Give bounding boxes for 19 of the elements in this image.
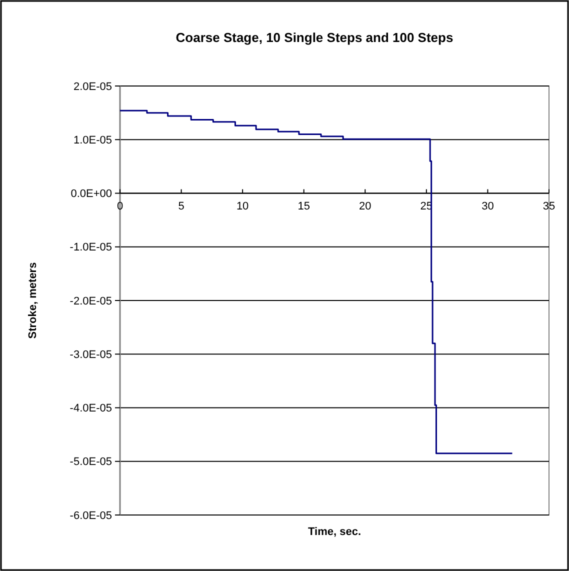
y-tick-label: -6.0E-05 (70, 510, 112, 522)
x-tick-label: 20 (359, 200, 372, 212)
y-tick-label: 1.0E-05 (73, 134, 112, 146)
y-tick-label: -3.0E-05 (70, 348, 112, 361)
x-tick-label: 35 (542, 200, 556, 212)
y-tick-label: -1.0E-05 (70, 242, 112, 254)
x-tick-label: 30 (482, 200, 494, 212)
x-tick-label: 10 (236, 200, 249, 212)
chart-title: Coarse Stage, 10 Single Steps and 100 Steps (176, 30, 454, 45)
y-tick-label: 2.0E-05 (73, 80, 112, 93)
y-tick-label: -4.0E-05 (70, 402, 112, 415)
x-axis-title: Time, sec. (308, 526, 361, 538)
x-tick-label: 5 (178, 200, 184, 212)
y-tick-label: 0.0E+00 (70, 188, 112, 200)
y-axis-title: Stroke, meters (27, 262, 39, 339)
x-tick-label: 0 (116, 200, 124, 212)
x-tick-label: 15 (298, 200, 310, 212)
y-tick-label: -5.0E-05 (70, 456, 112, 468)
y-tick-label: -2.0E-05 (70, 295, 112, 308)
